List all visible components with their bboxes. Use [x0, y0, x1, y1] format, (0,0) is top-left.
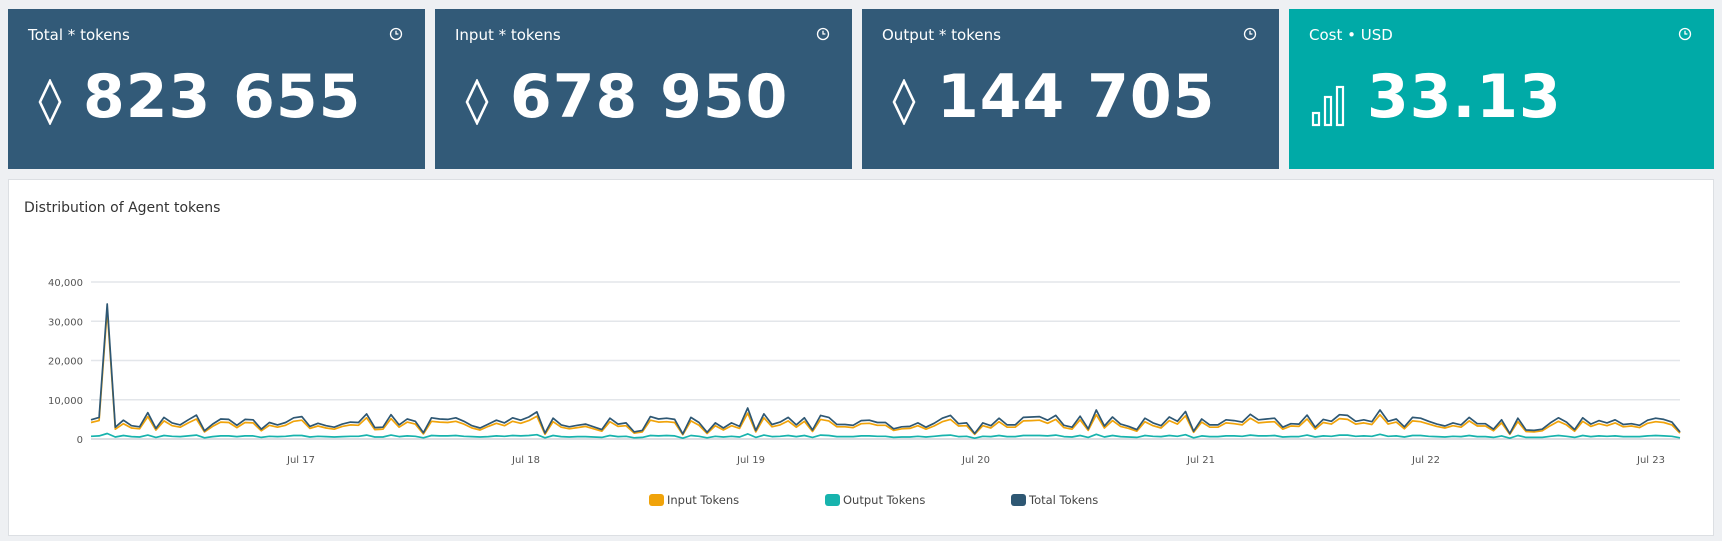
x-tick-label: Jul 21	[1186, 455, 1215, 466]
y-tick-label: 40,000	[48, 278, 83, 289]
x-tick-label: Jul 23	[1636, 455, 1665, 466]
x-tick-label: Jul 17	[286, 455, 315, 466]
x-tick-label: Jul 18	[511, 455, 540, 466]
x-tick-label: Jul 22	[1411, 455, 1440, 466]
y-tick-label: 20,000	[48, 357, 83, 368]
legend-label: Total Tokens	[1029, 493, 1099, 507]
clock-icon[interactable]	[816, 27, 830, 41]
metric-value: 678 950	[510, 62, 789, 132]
kpi-tile-cost-usd: Cost • USD 33.13	[1289, 9, 1714, 169]
legend-item-total-tokens[interactable]: Total Tokens	[1011, 493, 1098, 507]
chart-panel: Distribution of Agent tokens 0 10,000 20,0…	[8, 179, 1714, 536]
kpi-tile-output-tokens: Output * tokens 144 705	[862, 9, 1279, 169]
y-tick-label: 0	[77, 435, 83, 446]
kpi-tile-total-tokens: Total * tokens 823 655	[8, 9, 425, 169]
x-tick-label: Jul 19	[736, 455, 765, 466]
diamond-icon	[892, 79, 916, 125]
tile-title: Input * tokens	[455, 26, 561, 44]
series-line-output-tokens	[90, 432, 1681, 440]
tile-title: Total * tokens	[28, 26, 130, 44]
metric-value: 823 655	[83, 62, 362, 132]
y-tick-label: 30,000	[48, 317, 83, 328]
legend-swatch	[825, 494, 840, 506]
clock-icon[interactable]	[1678, 27, 1692, 41]
tile-title: Cost • USD	[1309, 26, 1393, 44]
tile-title: Output * tokens	[882, 26, 1001, 44]
series-line-input-tokens	[90, 308, 1681, 436]
diamond-icon	[465, 79, 489, 125]
clock-icon[interactable]	[389, 27, 403, 41]
diamond-icon	[38, 79, 62, 125]
clock-icon[interactable]	[1243, 27, 1257, 41]
chart-legend: Input Tokens Output Tokens Total Tokens	[9, 493, 1713, 513]
legend-item-input-tokens[interactable]: Input Tokens	[649, 493, 739, 507]
metric-value: 144 705	[937, 62, 1216, 132]
line-chart: 0 10,000 20,000 30,000 40,000 Jul 17 Jul 18 Jul…	[48, 278, 1681, 466]
y-tick-label: 10,000	[48, 396, 83, 407]
series-line-total-tokens	[90, 303, 1681, 435]
metric-value: 33.13	[1367, 62, 1562, 132]
legend-label: Input Tokens	[667, 493, 740, 507]
legend-item-output-tokens[interactable]: Output Tokens	[825, 493, 925, 507]
kpi-tile-input-tokens: Input * tokens 678 950	[435, 9, 852, 169]
panel-title: Distribution of Agent tokens	[24, 200, 221, 216]
x-tick-label: Jul 20	[961, 455, 990, 466]
legend-label: Output Tokens	[843, 493, 926, 507]
legend-swatch	[1011, 494, 1026, 506]
bar-chart-icon	[1311, 85, 1345, 127]
legend-swatch	[649, 494, 664, 506]
